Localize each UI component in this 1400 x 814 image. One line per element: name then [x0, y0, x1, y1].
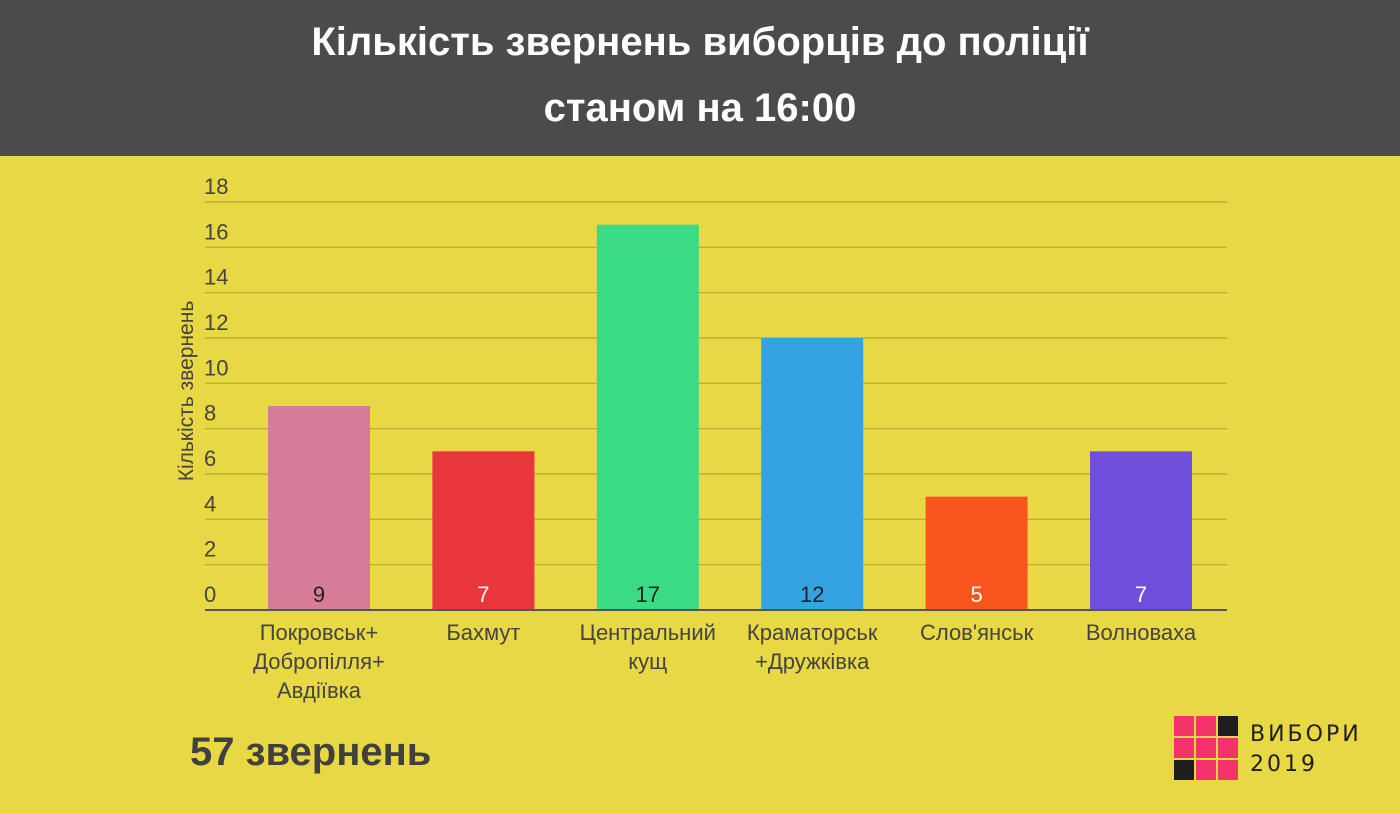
grid-lines: [205, 201, 1227, 566]
logo-cell: [1174, 760, 1194, 780]
y-axis-label: Кількість звернень: [175, 301, 198, 482]
logo-cell: [1174, 716, 1194, 736]
chart-title-line1: Кількість звернень виборців до поліції: [311, 20, 1089, 64]
y-tick-label: 2: [204, 537, 216, 562]
chart-title-line2: станом на 16:00: [543, 86, 857, 130]
data-label: 7: [477, 582, 489, 607]
bar: [1090, 451, 1192, 610]
x-tick-label: Авдіївка: [277, 678, 362, 703]
y-tick-label: 18: [204, 174, 228, 199]
logo-cell: [1196, 716, 1216, 736]
logo-cell: [1218, 760, 1238, 780]
bar: [268, 406, 370, 610]
y-tick-label: 0: [204, 582, 216, 607]
bar: [925, 496, 1028, 610]
x-tick-label: +Дружківка: [755, 649, 870, 674]
logo-cell: [1218, 716, 1238, 736]
vybory-logo: ВИБОРИ 2019: [1174, 716, 1374, 780]
x-tick-label: Краматорськ: [747, 620, 878, 645]
logo-text-line1: ВИБОРИ: [1250, 722, 1362, 747]
logo-cell: [1218, 738, 1238, 758]
data-label: 9: [313, 582, 325, 607]
data-label: 7: [1135, 582, 1147, 607]
total-count: 57 звернень: [190, 730, 432, 774]
y-tick-labels: 0 2 4 6 8 10 12 14 16 18: [204, 174, 228, 607]
x-tick-label: Центральний: [580, 620, 716, 645]
bar: [596, 224, 699, 610]
data-labels: 9 7 17 12 5 7: [313, 582, 1147, 607]
logo-cell: [1196, 738, 1216, 758]
y-tick-label: 4: [204, 491, 216, 516]
bar: [761, 338, 864, 610]
data-label: 17: [636, 582, 660, 607]
y-tick-label: 8: [204, 401, 216, 426]
data-label: 12: [800, 582, 824, 607]
logo-cell: [1196, 760, 1216, 780]
y-tick-label: 14: [204, 265, 228, 290]
logo-text-line2: 2019: [1250, 752, 1318, 777]
x-tick-label: Волноваха: [1086, 620, 1197, 645]
x-tick-labels: Покровськ+ Добропілля+ Авдіївка Бахмут Центр…: [253, 620, 1197, 703]
bars: [268, 224, 1192, 610]
logo-cell: [1174, 738, 1194, 758]
x-tick-label: Бахмут: [446, 620, 520, 645]
x-tick-label: Слов'янськ: [920, 620, 1034, 645]
y-tick-label: 16: [204, 219, 228, 244]
y-tick-label: 10: [204, 355, 228, 380]
data-label: 5: [970, 582, 982, 607]
logo-grid-icon: [1174, 716, 1238, 780]
y-tick-label: 12: [204, 310, 228, 335]
x-tick-label: кущ: [628, 649, 667, 674]
bar: [432, 451, 535, 610]
bar-chart: 0 2 4 6 8 10 12 14 16 18 9 7 17 12 5 7 Покровськ+ Добро…: [175, 174, 1227, 703]
x-tick-label: Добропілля+: [253, 649, 385, 674]
y-tick-label: 6: [204, 446, 216, 471]
header-banner: Кількість звернень виборців до поліції с…: [0, 0, 1400, 156]
x-tick-label: Покровськ+: [260, 620, 379, 645]
